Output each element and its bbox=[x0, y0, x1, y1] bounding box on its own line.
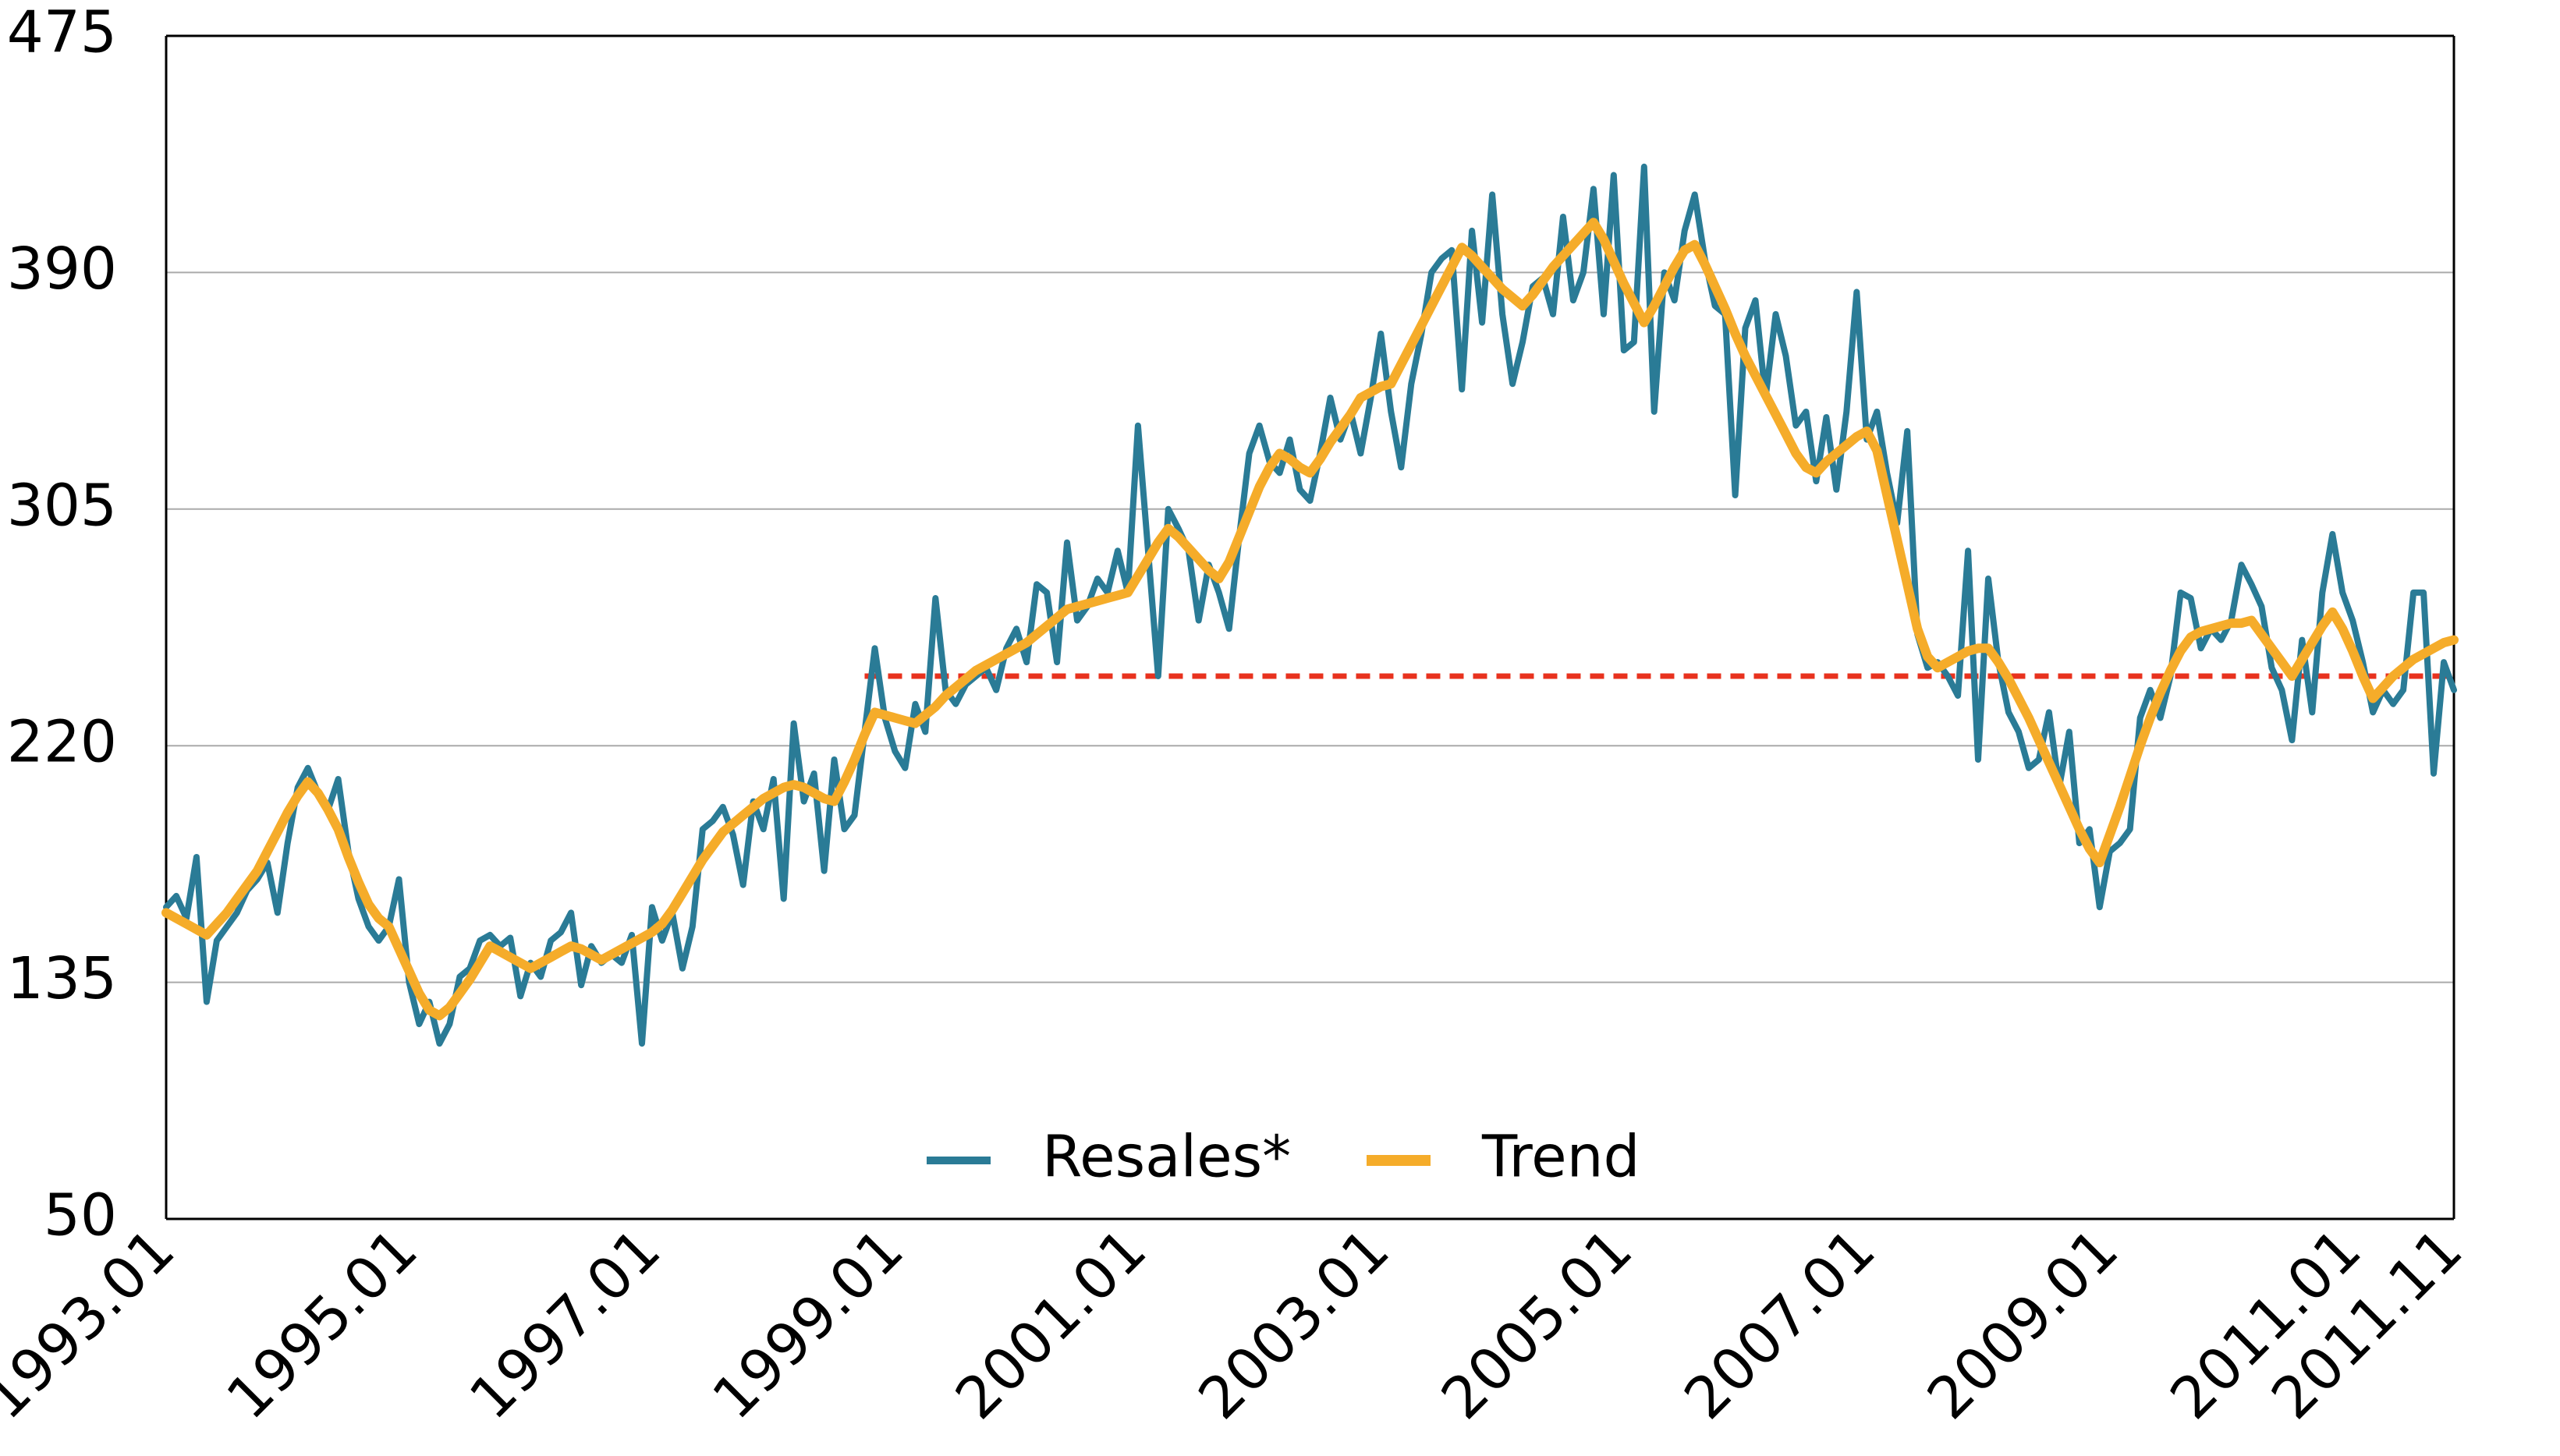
x-tick-label: 1999.01 bbox=[700, 1216, 916, 1432]
x-tick-label: 2009.01 bbox=[1915, 1216, 2131, 1432]
x-tick-label: 1995.01 bbox=[214, 1216, 430, 1432]
series-line bbox=[163, 163, 2457, 1047]
y-tick-label: 475 bbox=[7, 0, 117, 66]
y-tick-label: 305 bbox=[7, 472, 117, 539]
y-tick-label: 220 bbox=[7, 709, 117, 776]
legend-label: Resales* bbox=[1042, 1124, 1291, 1191]
x-tick-label: 2003.01 bbox=[1186, 1216, 1402, 1432]
y-tick-label: 390 bbox=[7, 236, 117, 303]
x-tick-label: 1997.01 bbox=[457, 1216, 673, 1432]
series-line bbox=[161, 218, 2459, 1021]
x-tick-label: 2007.01 bbox=[1672, 1216, 1888, 1432]
legend-label: Trend bbox=[1481, 1124, 1640, 1191]
y-tick-label: 135 bbox=[7, 945, 117, 1012]
y-tick-label: 50 bbox=[44, 1182, 117, 1249]
x-tick-label: 2001.01 bbox=[943, 1216, 1159, 1432]
x-tick-label: 2005.01 bbox=[1429, 1216, 1645, 1432]
